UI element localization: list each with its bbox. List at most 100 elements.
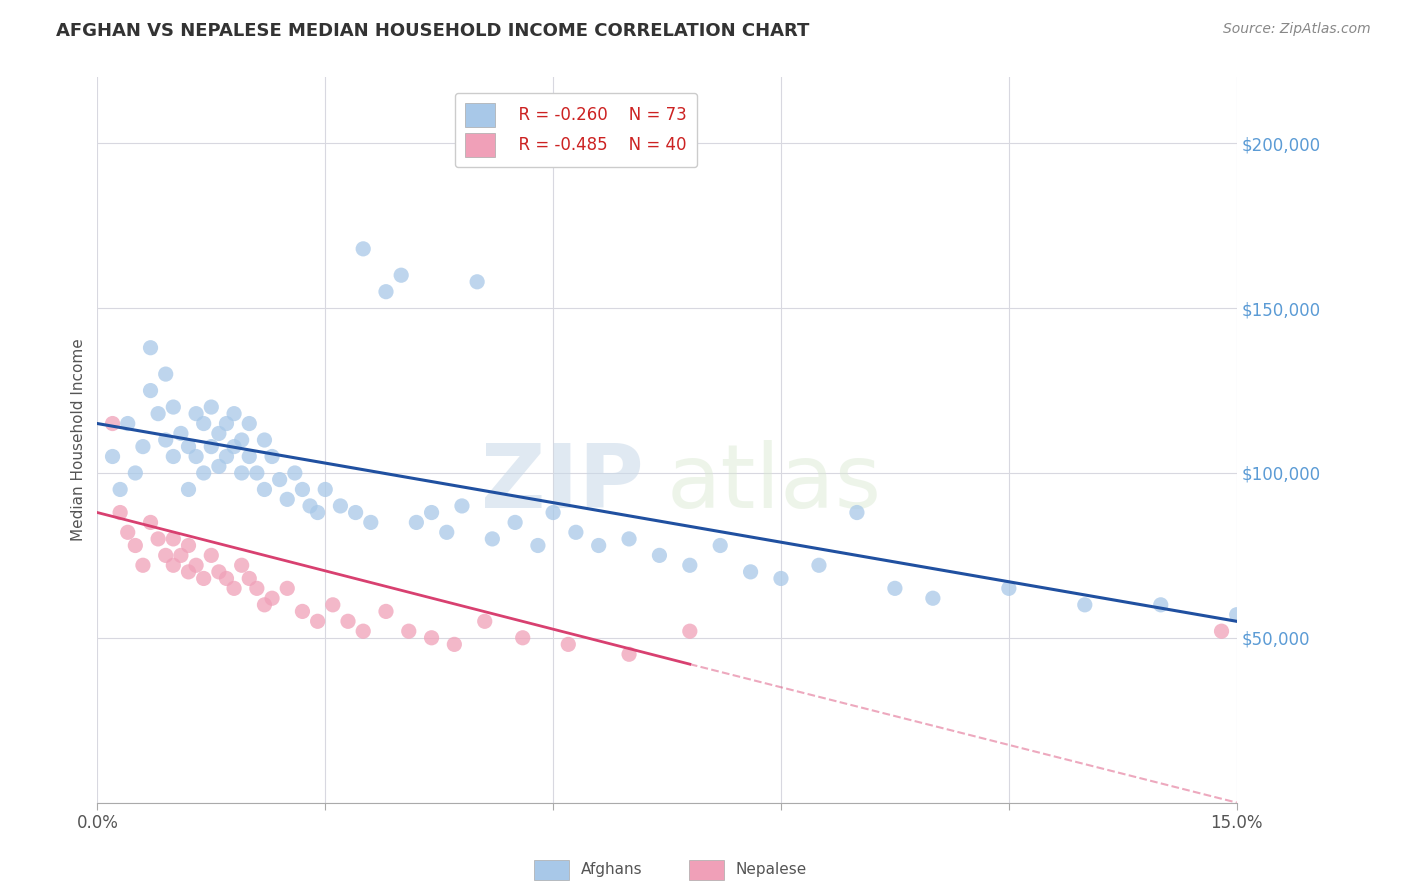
Point bbox=[177, 483, 200, 497]
Point bbox=[215, 450, 238, 464]
Point bbox=[108, 483, 131, 497]
Point bbox=[146, 532, 169, 546]
Point bbox=[177, 539, 200, 553]
Point bbox=[1074, 598, 1097, 612]
Point bbox=[617, 647, 640, 661]
Point bbox=[344, 506, 367, 520]
Point bbox=[117, 417, 139, 431]
Point bbox=[231, 466, 253, 480]
Point bbox=[215, 571, 238, 585]
Text: AFGHAN VS NEPALESE MEDIAN HOUSEHOLD INCOME CORRELATION CHART: AFGHAN VS NEPALESE MEDIAN HOUSEHOLD INCO… bbox=[56, 22, 810, 40]
Point bbox=[231, 433, 253, 447]
Point bbox=[155, 367, 177, 381]
Point bbox=[200, 400, 222, 414]
Point bbox=[132, 558, 155, 573]
Point bbox=[222, 582, 245, 596]
Point bbox=[1226, 607, 1249, 622]
Point bbox=[193, 571, 215, 585]
Point bbox=[184, 558, 207, 573]
Point bbox=[162, 532, 184, 546]
Point bbox=[231, 558, 253, 573]
Point bbox=[253, 483, 276, 497]
Point bbox=[557, 637, 579, 651]
Point bbox=[269, 473, 291, 487]
Point bbox=[139, 341, 162, 355]
Point bbox=[648, 549, 671, 563]
Legend:   R = -0.260    N = 73,   R = -0.485    N = 40: R = -0.260 N = 73, R = -0.485 N = 40 bbox=[456, 93, 697, 167]
Point bbox=[155, 549, 177, 563]
Point bbox=[260, 450, 283, 464]
Point bbox=[200, 549, 222, 563]
Point bbox=[132, 440, 155, 454]
Text: ZIP: ZIP bbox=[481, 440, 644, 527]
Point bbox=[291, 604, 314, 618]
Point bbox=[162, 450, 184, 464]
Point bbox=[124, 466, 146, 480]
Point bbox=[124, 539, 146, 553]
Point bbox=[998, 582, 1021, 596]
Point bbox=[527, 539, 550, 553]
Point bbox=[208, 565, 231, 579]
Point bbox=[709, 539, 731, 553]
Point bbox=[322, 598, 344, 612]
Point bbox=[360, 516, 382, 530]
Point bbox=[375, 285, 398, 299]
Point bbox=[238, 450, 260, 464]
Point bbox=[352, 624, 374, 639]
Point bbox=[420, 506, 443, 520]
Point bbox=[155, 433, 177, 447]
Text: Afghans: Afghans bbox=[581, 863, 643, 877]
Point bbox=[222, 440, 245, 454]
Point bbox=[246, 466, 269, 480]
Point bbox=[481, 532, 503, 546]
Point bbox=[807, 558, 830, 573]
Point bbox=[883, 582, 905, 596]
Point bbox=[465, 275, 488, 289]
Point bbox=[162, 400, 184, 414]
Point bbox=[177, 440, 200, 454]
Point bbox=[474, 615, 496, 629]
Text: Source: ZipAtlas.com: Source: ZipAtlas.com bbox=[1223, 22, 1371, 37]
Point bbox=[436, 525, 458, 540]
Point bbox=[238, 417, 260, 431]
Point bbox=[443, 637, 465, 651]
Point bbox=[617, 532, 640, 546]
Point bbox=[215, 417, 238, 431]
Point bbox=[276, 582, 298, 596]
Point bbox=[922, 591, 945, 606]
Point bbox=[451, 499, 474, 513]
Point bbox=[139, 516, 162, 530]
Point bbox=[679, 558, 702, 573]
Point bbox=[177, 565, 200, 579]
Point bbox=[337, 615, 360, 629]
Point bbox=[845, 506, 868, 520]
Point bbox=[314, 483, 336, 497]
Point bbox=[184, 407, 207, 421]
Point bbox=[769, 571, 792, 585]
Point bbox=[222, 407, 245, 421]
Point bbox=[108, 506, 131, 520]
Point bbox=[101, 417, 124, 431]
Point bbox=[253, 598, 276, 612]
Point bbox=[208, 459, 231, 474]
Point bbox=[193, 466, 215, 480]
Point bbox=[170, 426, 193, 441]
Point bbox=[1211, 624, 1233, 639]
Point bbox=[101, 450, 124, 464]
Text: Nepalese: Nepalese bbox=[735, 863, 807, 877]
Point bbox=[307, 506, 329, 520]
Point bbox=[162, 558, 184, 573]
Point bbox=[291, 483, 314, 497]
Point bbox=[246, 582, 269, 596]
Point bbox=[588, 539, 610, 553]
Point bbox=[405, 516, 427, 530]
Y-axis label: Median Household Income: Median Household Income bbox=[72, 339, 86, 541]
Point bbox=[238, 571, 260, 585]
Point bbox=[170, 549, 193, 563]
Point bbox=[276, 492, 298, 507]
Point bbox=[375, 604, 398, 618]
Point bbox=[146, 407, 169, 421]
Point bbox=[139, 384, 162, 398]
Point bbox=[740, 565, 762, 579]
Point bbox=[299, 499, 322, 513]
